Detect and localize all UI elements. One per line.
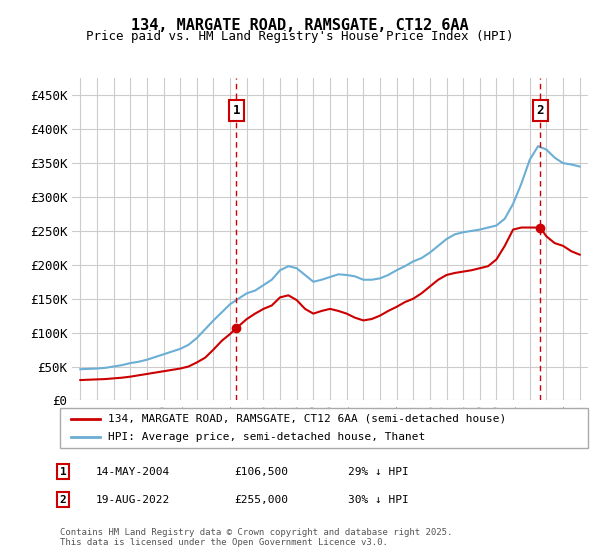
Text: £255,000: £255,000 <box>234 494 288 505</box>
Text: 19-AUG-2022: 19-AUG-2022 <box>96 494 170 505</box>
Text: 30% ↓ HPI: 30% ↓ HPI <box>348 494 409 505</box>
Text: 134, MARGATE ROAD, RAMSGATE, CT12 6AA: 134, MARGATE ROAD, RAMSGATE, CT12 6AA <box>131 18 469 33</box>
Text: 2: 2 <box>536 104 544 117</box>
Text: HPI: Average price, semi-detached house, Thanet: HPI: Average price, semi-detached house,… <box>107 432 425 442</box>
FancyBboxPatch shape <box>60 408 588 448</box>
Text: £106,500: £106,500 <box>234 466 288 477</box>
Text: 1: 1 <box>233 104 240 117</box>
Text: 1: 1 <box>59 466 67 477</box>
Text: 14-MAY-2004: 14-MAY-2004 <box>96 466 170 477</box>
Text: 29% ↓ HPI: 29% ↓ HPI <box>348 466 409 477</box>
Text: Price paid vs. HM Land Registry's House Price Index (HPI): Price paid vs. HM Land Registry's House … <box>86 30 514 43</box>
Text: 2: 2 <box>59 494 67 505</box>
Text: Contains HM Land Registry data © Crown copyright and database right 2025.
This d: Contains HM Land Registry data © Crown c… <box>60 528 452 547</box>
Text: 134, MARGATE ROAD, RAMSGATE, CT12 6AA (semi-detached house): 134, MARGATE ROAD, RAMSGATE, CT12 6AA (s… <box>107 414 506 424</box>
